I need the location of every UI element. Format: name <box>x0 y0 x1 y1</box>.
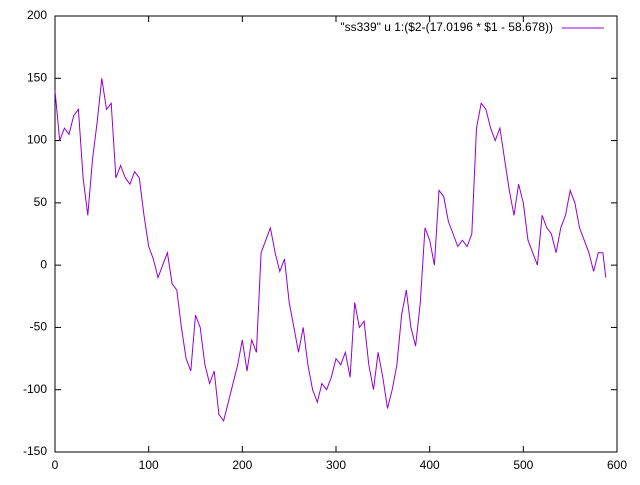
y-tick-label: -150 <box>23 444 47 458</box>
y-tick-label: -100 <box>23 382 47 396</box>
x-tick-label: 200 <box>232 458 252 472</box>
y-tick-label: 150 <box>27 70 47 84</box>
x-tick-label: 400 <box>420 458 440 472</box>
x-tick-label: 600 <box>607 458 627 472</box>
y-tick-label: -50 <box>30 320 48 334</box>
y-tick-label: 200 <box>27 8 47 22</box>
x-tick-label: 0 <box>52 458 59 472</box>
x-tick-label: 100 <box>139 458 159 472</box>
x-tick-label: 500 <box>513 458 533 472</box>
data-line <box>54 78 607 423</box>
x-tick-label: 300 <box>326 458 346 472</box>
legend-label: "ss339" u 1:($2-(17.0196 * $1 - 58.678)) <box>340 20 553 34</box>
y-tick-label: 100 <box>27 133 47 147</box>
y-tick-label: 50 <box>34 195 48 209</box>
plot-border <box>54 15 618 453</box>
y-tick-label: 0 <box>40 257 47 271</box>
